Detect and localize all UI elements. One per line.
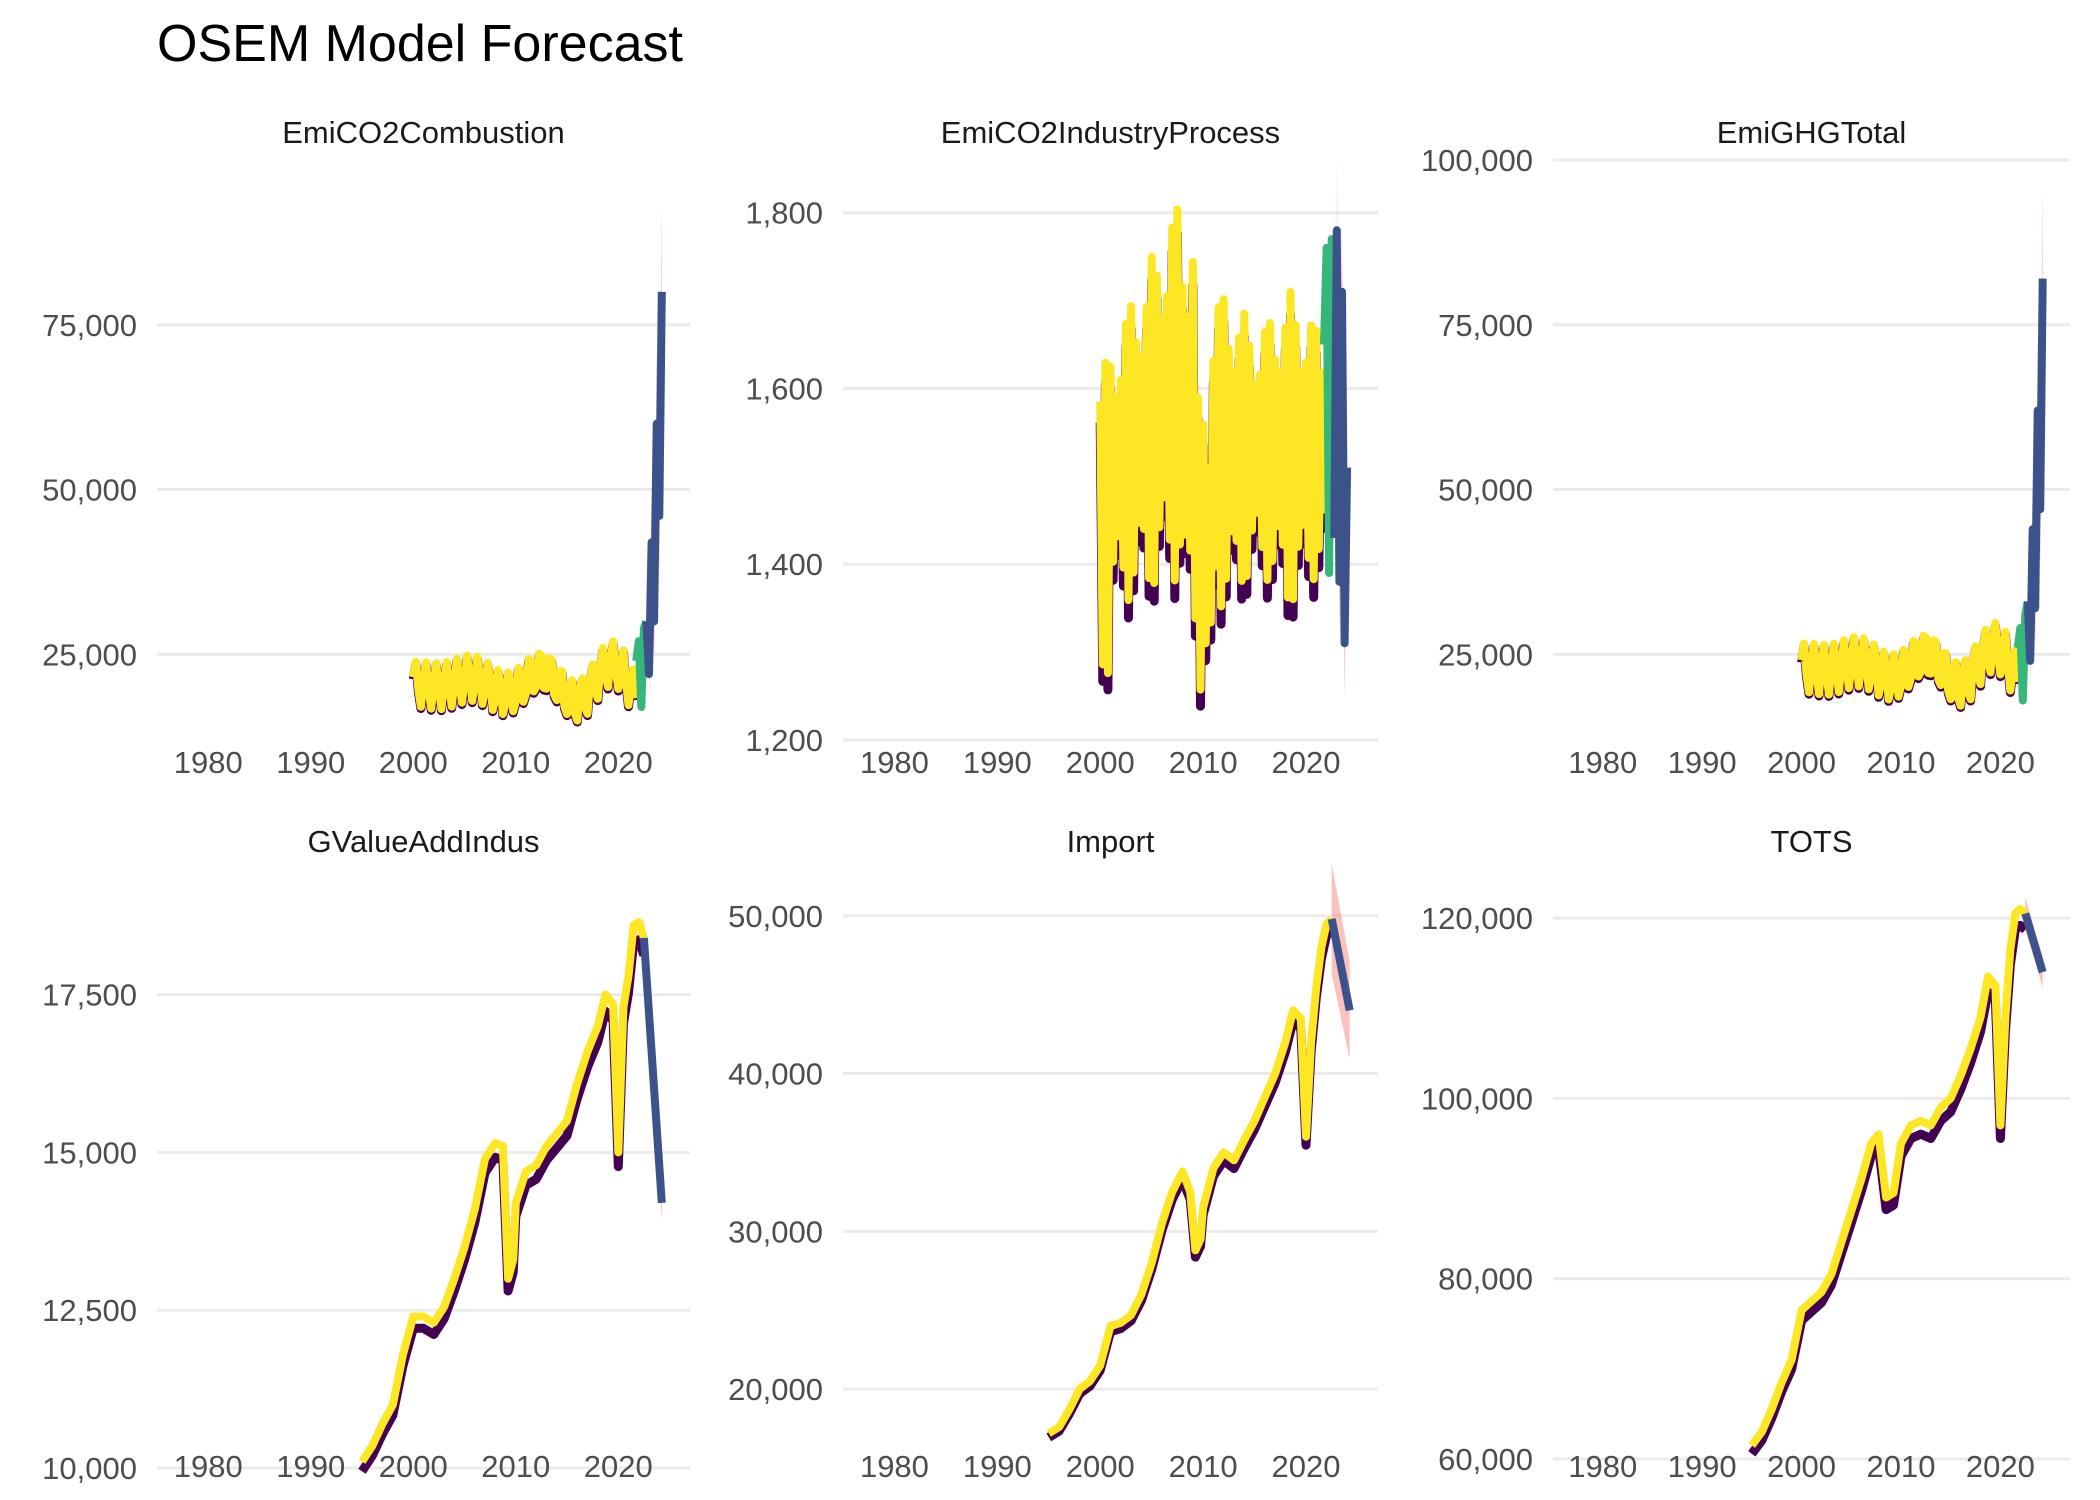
x-tick-label: 2020 [1271, 1449, 1340, 1484]
y-tick-label: 75,000 [1438, 308, 1533, 343]
x-tick-label: 2000 [1066, 745, 1135, 780]
series-forecast [642, 291, 666, 679]
y-tick-label: 17,500 [42, 978, 137, 1013]
facet-emighgtotal: EmiGHGTotal 25,000 50,000 75,000 100,000 1980… [1421, 115, 2070, 780]
x-tick-label: 2010 [481, 1449, 550, 1484]
x-tick-label: 1980 [860, 1449, 929, 1484]
x-tick-label: 1980 [860, 745, 929, 780]
y-tick-label: 100,000 [1421, 1081, 1533, 1116]
x-tick-label: 2010 [1169, 1449, 1238, 1484]
facet-gvalueaddindus: GValueAddIndus 10,000 12,500 15,000 17,500 19… [42, 824, 690, 1486]
x-tick-label: 2020 [1966, 745, 2035, 780]
x-tick-label: 1990 [276, 745, 345, 780]
y-tick-label: 100,000 [1421, 143, 1533, 178]
series-forecast [2023, 278, 2047, 665]
y-tick-label: 60,000 [1438, 1442, 1533, 1477]
x-tick-label: 2010 [1169, 745, 1238, 780]
chart-title: OSEM Model Forecast [157, 15, 683, 73]
y-tick-label: 1,400 [745, 547, 823, 582]
y-tick-label: 120,000 [1421, 901, 1533, 936]
x-tick-label: 1980 [174, 1449, 243, 1484]
x-tick-label: 1980 [1568, 1449, 1637, 1484]
y-tick-label: 20,000 [728, 1372, 823, 1407]
facet-emico2industryprocess: EmiCO2IndustryProcess 1,200 1,400 1,600 1,80… [745, 115, 1378, 780]
x-tick-label: 2000 [379, 745, 448, 780]
series-forecast [1330, 226, 1352, 648]
series-forecast [2021, 912, 2047, 974]
series-fitted [1046, 915, 1335, 1437]
y-tick-label: 1,600 [745, 371, 823, 406]
facet-title: Import [1067, 824, 1155, 859]
facet-title: EmiCO2IndustryProcess [941, 115, 1280, 150]
y-tick-label: 50,000 [728, 899, 823, 934]
y-tick-label: 1,200 [745, 723, 823, 758]
x-tick-label: 2000 [1066, 1449, 1135, 1484]
x-tick-label: 1980 [174, 745, 243, 780]
series-fitted [358, 918, 648, 1464]
x-tick-label: 1990 [963, 745, 1032, 780]
series-fitted [1096, 205, 1328, 694]
facet-title: EmiGHGTotal [1717, 115, 1906, 150]
y-tick-label: 50,000 [42, 473, 137, 508]
x-tick-label: 2020 [584, 1449, 653, 1484]
x-tick-label: 1990 [963, 1449, 1032, 1484]
y-tick-label: 25,000 [1438, 637, 1533, 672]
y-tick-label: 25,000 [42, 637, 137, 672]
facet-title: GValueAddIndus [307, 824, 539, 859]
y-tick-label: 15,000 [42, 1135, 137, 1170]
series-fitted [409, 637, 641, 725]
y-tick-label: 50,000 [1438, 473, 1533, 508]
x-tick-label: 2000 [1767, 745, 1836, 780]
facet-emico2combustion: EmiCO2Combustion 25,000 50,000 75,000 1980 19… [42, 115, 690, 780]
x-tick-label: 1980 [1568, 745, 1637, 780]
series-forecast [1327, 918, 1354, 1012]
facet-title: TOTS [1770, 824, 1852, 859]
x-tick-label: 1990 [1668, 745, 1737, 780]
y-tick-label: 12,500 [42, 1293, 137, 1328]
facet-import: Import 20,000 30,000 40,000 50,000 1980 1990 20… [728, 824, 1378, 1484]
y-tick-label: 30,000 [728, 1214, 823, 1249]
x-tick-label: 2000 [379, 1449, 448, 1484]
series-fitted [1748, 905, 2028, 1448]
facet-tots: TOTS 60,000 80,000 100,000 120,000 1980 1990 20… [1421, 824, 2070, 1484]
y-tick-label: 10,000 [42, 1451, 137, 1486]
y-tick-label: 1,800 [745, 196, 823, 231]
x-tick-label: 2010 [1866, 745, 1935, 780]
facet-title: EmiCO2Combustion [282, 115, 565, 150]
x-tick-label: 2020 [584, 745, 653, 780]
x-tick-label: 2020 [1271, 745, 1340, 780]
x-tick-label: 2020 [1966, 1449, 2035, 1484]
x-tick-label: 1990 [1668, 1449, 1737, 1484]
y-tick-label: 75,000 [42, 308, 137, 343]
y-tick-label: 40,000 [728, 1057, 823, 1092]
series-fitted [1797, 618, 2022, 710]
x-tick-label: 2000 [1767, 1449, 1836, 1484]
x-tick-label: 2010 [1866, 1449, 1935, 1484]
series-forecast [639, 937, 666, 1204]
x-tick-label: 1990 [276, 1449, 345, 1484]
y-tick-label: 80,000 [1438, 1262, 1533, 1297]
x-tick-label: 2010 [481, 745, 550, 780]
